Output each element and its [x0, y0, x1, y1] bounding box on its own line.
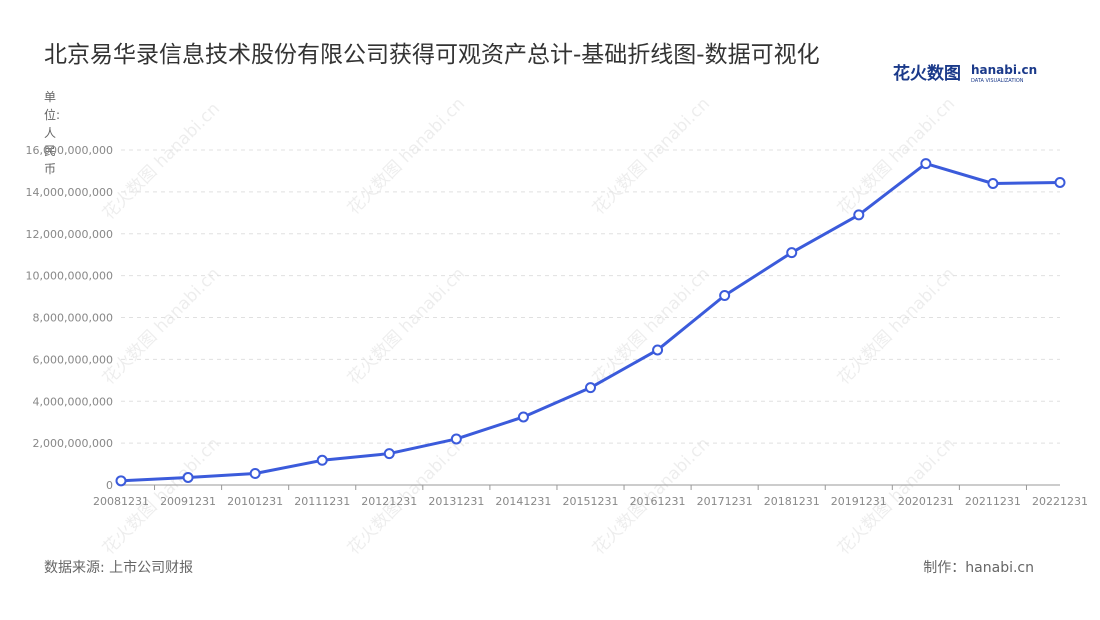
data-point-20101231 — [249, 467, 261, 479]
watermark-1: 花火数图 hanabi.cn — [344, 94, 469, 219]
x-tick-label-4: 20121231 — [361, 495, 417, 508]
data-point-20171231 — [719, 290, 731, 302]
data-point-20121231 — [383, 448, 395, 460]
data-point-20221231 — [1054, 176, 1066, 188]
x-tick-label-8: 20161231 — [630, 495, 686, 508]
y-tick-label-5: 10,000,000,000 — [26, 270, 113, 283]
y-tick-label-6: 12,000,000,000 — [26, 228, 113, 241]
data-point-20161231 — [652, 344, 664, 356]
series-line — [120, 162, 1061, 483]
logo-cn-text: 花火数图 — [893, 63, 961, 84]
x-tick-label-0: 20081231 — [93, 495, 149, 508]
logo-sub-text: DATA VISUALIZATION — [971, 78, 1024, 84]
series-points — [115, 158, 1066, 487]
data-point-20081231 — [115, 475, 127, 487]
y-tick-label-4: 8,000,000,000 — [33, 312, 113, 325]
y-tick-label-7: 14,000,000,000 — [26, 186, 113, 199]
y-tick-label-3: 6,000,000,000 — [33, 353, 113, 366]
watermark-6: 花火数图 hanabi.cn — [589, 264, 714, 389]
logo-en-text: hanabi.cn — [971, 63, 1037, 77]
x-tick-label-5: 20131231 — [428, 495, 484, 508]
data-point-20201231 — [920, 158, 932, 170]
data-point-20091231 — [182, 471, 194, 483]
series-polyline — [120, 162, 1061, 483]
data-point-20181231 — [786, 247, 798, 259]
x-axis: 20081231 20091231 20101231 20111231 20121231… — [93, 484, 1088, 508]
x-tick-label-13: 20211231 — [965, 495, 1021, 508]
x-tick-label-11: 20191231 — [831, 495, 887, 508]
watermark-7: 花火数图 hanabi.cn — [834, 264, 959, 389]
watermark-layer: 花火数图 hanabi.cn 花火数图 hanabi.cn 花火数图 hanabi.… — [99, 94, 959, 559]
watermark-2: 花火数图 hanabi.cn — [589, 94, 714, 219]
data-source: 数据来源: 上市公司财报 — [44, 560, 194, 576]
y-tick-label-2: 4,000,000,000 — [33, 395, 113, 408]
chart-title: 北京易华录信息技术股份有限公司获得可观资产总计-基础折线图-数据可视化 — [44, 42, 820, 68]
y-tick-label-0: 0 — [106, 479, 113, 492]
data-point-20111231 — [316, 454, 328, 466]
y-tick-label-1: 2,000,000,000 — [33, 437, 113, 450]
watermark-0: 花火数图 hanabi.cn — [99, 99, 224, 224]
hanabi-logo: 花火数图 hanabi.cn DATA VISUALIZATION — [893, 63, 1037, 84]
y-tick-label-8: 16,000,000,000 — [26, 144, 113, 157]
x-tick-label-7: 20151231 — [563, 495, 619, 508]
x-tick-label-6: 20141231 — [495, 495, 551, 508]
watermark-4: 花火数图 hanabi.cn — [99, 264, 224, 389]
x-tick-label-12: 20201231 — [898, 495, 954, 508]
x-tick-label-9: 20171231 — [697, 495, 753, 508]
y-axis-ticks: 0 2,000,000,000 4,000,000,000 6,000,000,000… — [26, 144, 113, 492]
x-tick-label-3: 20111231 — [294, 495, 350, 508]
watermark-3: 花火数图 hanabi.cn — [834, 94, 959, 219]
data-point-20151231 — [585, 382, 596, 394]
x-tick-label-2: 20101231 — [227, 495, 283, 508]
x-tick-label-10: 20181231 — [764, 495, 820, 508]
x-tick-label-14: 20221231 — [1032, 495, 1088, 508]
credit-text: 制作：hanabi.cn — [923, 560, 1034, 576]
x-tick-label-1: 20091231 — [160, 495, 216, 508]
data-point-20211231 — [987, 178, 999, 189]
watermark-5: 花火数图 hanabi.cn — [344, 264, 469, 389]
data-point-20141231 — [517, 411, 529, 423]
data-point-20191231 — [853, 209, 865, 221]
data-point-20131231 — [450, 433, 462, 445]
